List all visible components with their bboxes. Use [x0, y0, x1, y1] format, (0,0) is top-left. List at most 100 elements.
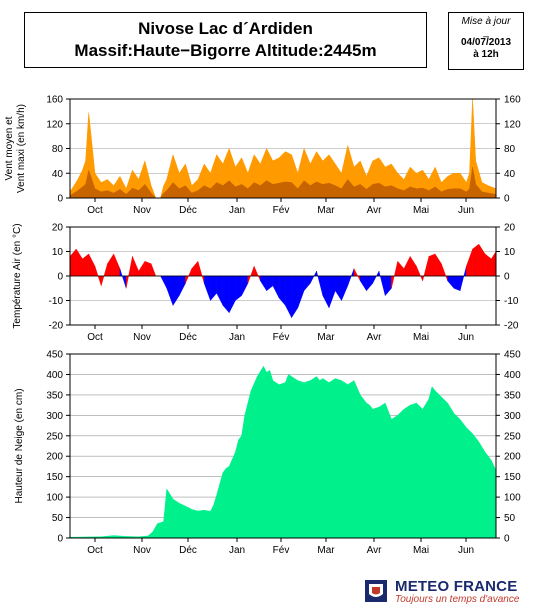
temperature-segment [132, 256, 139, 277]
wind-ytick-label-right: 160 [504, 95, 521, 106]
temperature-segment [316, 271, 323, 296]
snow-month-label: Mar [317, 545, 335, 556]
temperature-segment [322, 275, 330, 308]
snow-month-label: Oct [87, 545, 103, 556]
snow-ytick-label-right: 0 [504, 534, 510, 545]
wind-month-label: Jun [458, 205, 474, 216]
temperature-segment [416, 266, 423, 281]
temperature-segment [253, 266, 261, 281]
temperature-month-label: Fév [273, 332, 290, 343]
temperature-segment [447, 275, 455, 289]
temperature-month-label: Nov [133, 332, 151, 343]
temperature-segment [191, 260, 199, 277]
temperature-segment [272, 275, 280, 299]
temperature-segment [403, 256, 411, 277]
snow-ytick-label-right: 150 [504, 472, 521, 483]
snow-ytick-label-right: 100 [504, 493, 521, 504]
temperature-segment [291, 275, 299, 319]
snow-ytick-label-left: 250 [46, 431, 63, 442]
temperature-segment [166, 275, 174, 306]
temperature-segment [119, 268, 127, 289]
temperature-segment [397, 260, 405, 277]
brand-tagline: Toujours un temps d'avance [395, 594, 520, 605]
temperature-month-label: Mar [317, 332, 335, 343]
temperature-segment [347, 268, 355, 286]
temperature-segment [210, 275, 217, 302]
snow-month-label: Déc [179, 545, 197, 556]
temperature-segment [453, 275, 461, 291]
snow-ylabel: Hauteur de Neige (en cm) [14, 388, 25, 503]
snow-frame [69, 353, 497, 539]
wind-month-label: Mar [317, 205, 335, 216]
temperature-segment [491, 250, 497, 277]
temperature-segment [150, 263, 157, 277]
wind-ytick-label-right: 40 [504, 169, 516, 180]
wind-ylabel-line2: Vent maxi (en km/h) [16, 104, 27, 193]
wind-month-label: Fév [273, 205, 290, 216]
meteo-france-emblem-icon [365, 580, 387, 602]
temperature-month-label: Jan [229, 332, 245, 343]
snow-month-label: Jan [229, 545, 245, 556]
temperature-segment [179, 275, 186, 296]
temperature-segment [484, 253, 492, 277]
wind-ytick-label-left: 80 [52, 144, 64, 155]
temperature-month-label: Jun [458, 332, 474, 343]
temperature-segment [101, 263, 108, 286]
snow-ytick-label-left: 50 [52, 513, 64, 524]
temperature-segment [113, 253, 121, 277]
snow-ytick-label-right: 250 [504, 431, 521, 442]
wind-ytick-label-left: 160 [46, 95, 63, 106]
temperature-segment [247, 266, 255, 284]
temperature-segment [422, 256, 430, 281]
update-separator: _ [483, 27, 489, 38]
temperature-ytick-label-left: -10 [49, 296, 64, 307]
massif-altitude-title: Massif:Haute−Bigorre Altitude:2445m [74, 41, 377, 60]
temperature-ytick-label-right: -20 [504, 321, 519, 332]
temperature-segment [241, 275, 249, 296]
temperature-segment [360, 275, 367, 292]
temperature-segment [353, 268, 361, 281]
snow-ytick-label-left: 150 [46, 472, 63, 483]
wind-month-label: Nov [133, 205, 151, 216]
snow-ytick-label-right: 50 [504, 513, 516, 524]
temperature-segment [466, 248, 473, 277]
snow-ytick-label-left: 400 [46, 370, 63, 381]
snow-month-label: Nov [133, 545, 151, 556]
temperature-ytick-label-left: 10 [52, 247, 64, 258]
temperature-segment [235, 275, 242, 301]
snow-month-label: Fév [273, 545, 290, 556]
snow-month-label: Avr [367, 545, 382, 556]
snow-ytick-label-left: 450 [46, 350, 63, 361]
temperature-ytick-label-right: -10 [504, 296, 519, 307]
temperature-segment [138, 260, 146, 277]
temperature-segment [172, 275, 180, 307]
temperature-segment [434, 253, 442, 277]
snow-ytick-label-right: 300 [504, 411, 521, 422]
temperature-segment [391, 261, 398, 289]
update-box: Mise à jour _ 04/07/2013 à 12h [448, 12, 524, 70]
wind-ytick-label-left: 40 [52, 169, 64, 180]
temperature-segment [82, 253, 89, 277]
temperature-month-label: Déc [179, 332, 197, 343]
wind-month-label: Jan [229, 205, 245, 216]
temperature-segment [378, 271, 386, 296]
snow-ytick-label-right: 200 [504, 452, 521, 463]
snow-ytick-label-left: 300 [46, 411, 63, 422]
wind-ytick-label-left: 120 [46, 119, 63, 130]
temperature-segment [278, 275, 286, 306]
snow-ytick-label-left: 200 [46, 452, 63, 463]
temperature-segment [160, 275, 167, 289]
snow-ytick-label-right: 350 [504, 390, 521, 401]
update-date: 04/07/2013 [460, 37, 512, 48]
temperature-segment [125, 256, 133, 289]
temperature-segment [228, 275, 236, 313]
update-label: Mise à jour [461, 16, 511, 27]
temperature-segment [144, 261, 152, 277]
temperature-segment [428, 253, 436, 277]
temperature-segment [107, 253, 114, 277]
snow-ytick-label-right: 450 [504, 350, 521, 361]
snow-month-label: Mai [413, 545, 429, 556]
brand-name: METEO FRANCE [395, 578, 518, 595]
title-box: Nivose Lac d´Ardiden Massif:Haute−Bigorr… [24, 12, 427, 68]
